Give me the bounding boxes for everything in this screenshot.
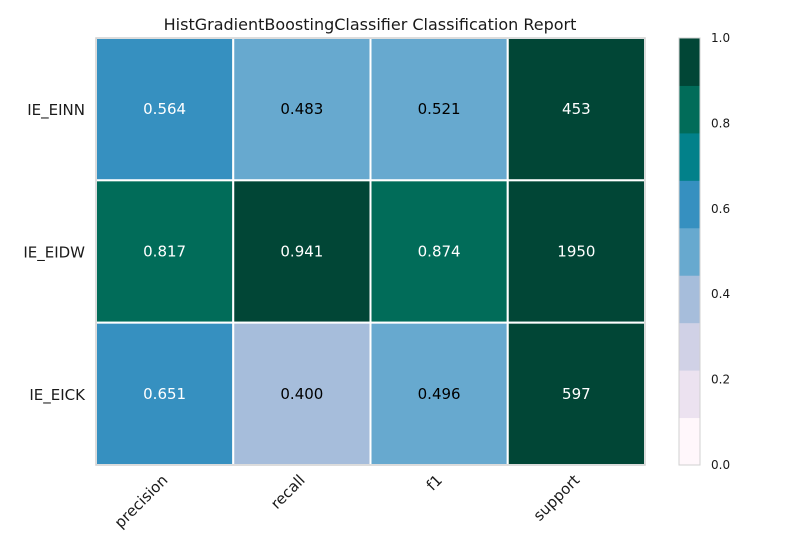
plot-frame bbox=[95, 37, 646, 466]
colorbar-tick-label: 0.8 bbox=[711, 116, 730, 130]
colorbar-segment bbox=[679, 370, 700, 419]
cell-value-label: 0.941 bbox=[280, 243, 323, 261]
cell-value-label: 453 bbox=[562, 100, 591, 118]
heatmap-cell-IE_EINN-precision bbox=[95, 37, 235, 182]
colorbar-segment bbox=[679, 180, 700, 229]
cell-value-label: 0.874 bbox=[418, 243, 461, 261]
heatmap-cell-IE_EIDW-recall bbox=[232, 179, 372, 324]
row-label: IE_EINN bbox=[27, 101, 85, 120]
colorbar: 0.0 0.2 0.4 0.6 0.8 1.0 bbox=[678, 31, 730, 472]
cell-value-label: 0.521 bbox=[418, 100, 461, 118]
colorbar-segment bbox=[679, 132, 700, 181]
cell-value-label: 0.651 bbox=[143, 385, 186, 403]
colorbar-segment bbox=[679, 417, 700, 466]
cell-value-label: 597 bbox=[562, 385, 591, 403]
column-label: precision bbox=[111, 471, 172, 532]
row-labels: IE_EINN IE_EIDW IE_EICK bbox=[23, 101, 86, 405]
heatmap-cell-IE_EINN-recall bbox=[232, 37, 372, 182]
heatmap-cells: 0.564 0.483 0.521 453 0.817 0.941 0.874 1950 0.6… bbox=[95, 37, 646, 466]
column-label: recall bbox=[267, 471, 309, 513]
cell-value-label: 0.400 bbox=[280, 385, 323, 403]
heatmap-cell-IE_EICK-support bbox=[506, 321, 646, 466]
colorbar-segment bbox=[679, 275, 700, 324]
row-label: IE_EIDW bbox=[23, 244, 85, 263]
colorbar-segment bbox=[679, 85, 700, 134]
heatmap-cell-IE_EICK-recall bbox=[232, 321, 372, 466]
cell-value-label: 0.564 bbox=[143, 100, 186, 118]
cell-value-label: 1950 bbox=[557, 243, 595, 261]
colorbar-segment bbox=[679, 322, 700, 371]
colorbar-tick-label: 1.0 bbox=[711, 31, 730, 45]
colorbar-segment bbox=[679, 38, 700, 86]
cell-value-label: 0.817 bbox=[143, 243, 186, 261]
heatmap-cell-IE_EIDW-support bbox=[506, 179, 646, 324]
column-labels: precision recall f1 support bbox=[111, 471, 583, 532]
cell-value-label: 0.496 bbox=[418, 385, 461, 403]
colorbar-tick-label: 0.4 bbox=[711, 287, 730, 301]
chart-title: HistGradientBoostingClassifier Classific… bbox=[164, 15, 577, 34]
column-label: support bbox=[530, 471, 584, 525]
row-label: IE_EICK bbox=[29, 386, 86, 405]
colorbar-frame bbox=[678, 37, 701, 466]
colorbar-segment bbox=[679, 227, 700, 276]
colorbar-tick-label: 0.0 bbox=[711, 458, 730, 472]
heatmap-cell-IE_EINN-support bbox=[506, 37, 646, 182]
colorbar-tick-label: 0.6 bbox=[711, 202, 730, 216]
colorbar-tick-label: 0.2 bbox=[711, 373, 730, 387]
column-label: f1 bbox=[423, 471, 446, 494]
cell-value-label: 0.483 bbox=[280, 100, 323, 118]
